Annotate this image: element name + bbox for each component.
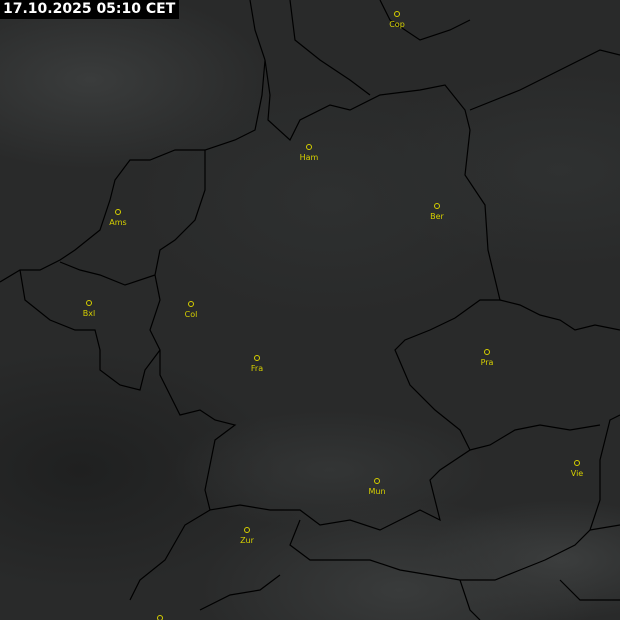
city-dot-icon xyxy=(484,349,490,355)
border-denmark-coast xyxy=(249,0,620,111)
city-dot-icon xyxy=(394,11,400,17)
city-dot-icon xyxy=(574,460,580,466)
city-label: Vie xyxy=(570,469,584,478)
city-label: Fra xyxy=(250,364,264,373)
border-south xyxy=(199,574,620,620)
city-label: Cop xyxy=(389,20,405,29)
city-label: Mun xyxy=(368,487,386,496)
city-dot-icon xyxy=(374,478,380,484)
city-label: Ams xyxy=(109,218,127,227)
city-dot-icon xyxy=(86,300,92,306)
border-switzerland-austria xyxy=(129,414,620,601)
city-dot-icon xyxy=(157,615,163,620)
city-dot-icon xyxy=(434,203,440,209)
city-label: Zur xyxy=(240,536,254,545)
border-czechia xyxy=(469,299,620,531)
city-label: Pra xyxy=(480,358,494,367)
city-label: Col xyxy=(184,310,198,319)
city-label: Ham xyxy=(299,153,319,162)
city-label: Ber xyxy=(430,212,444,221)
city-dot-icon xyxy=(188,301,194,307)
city-dot-icon xyxy=(115,209,121,215)
city-dot-icon xyxy=(244,527,250,533)
city-dot-icon xyxy=(306,144,312,150)
timestamp: 17.10.2025 05:10 CET xyxy=(0,0,180,19)
border-germany xyxy=(149,59,501,531)
city-dot-icon xyxy=(254,355,260,361)
border-netherlands-belgium xyxy=(0,149,205,391)
city-label: Bxl xyxy=(82,309,96,318)
